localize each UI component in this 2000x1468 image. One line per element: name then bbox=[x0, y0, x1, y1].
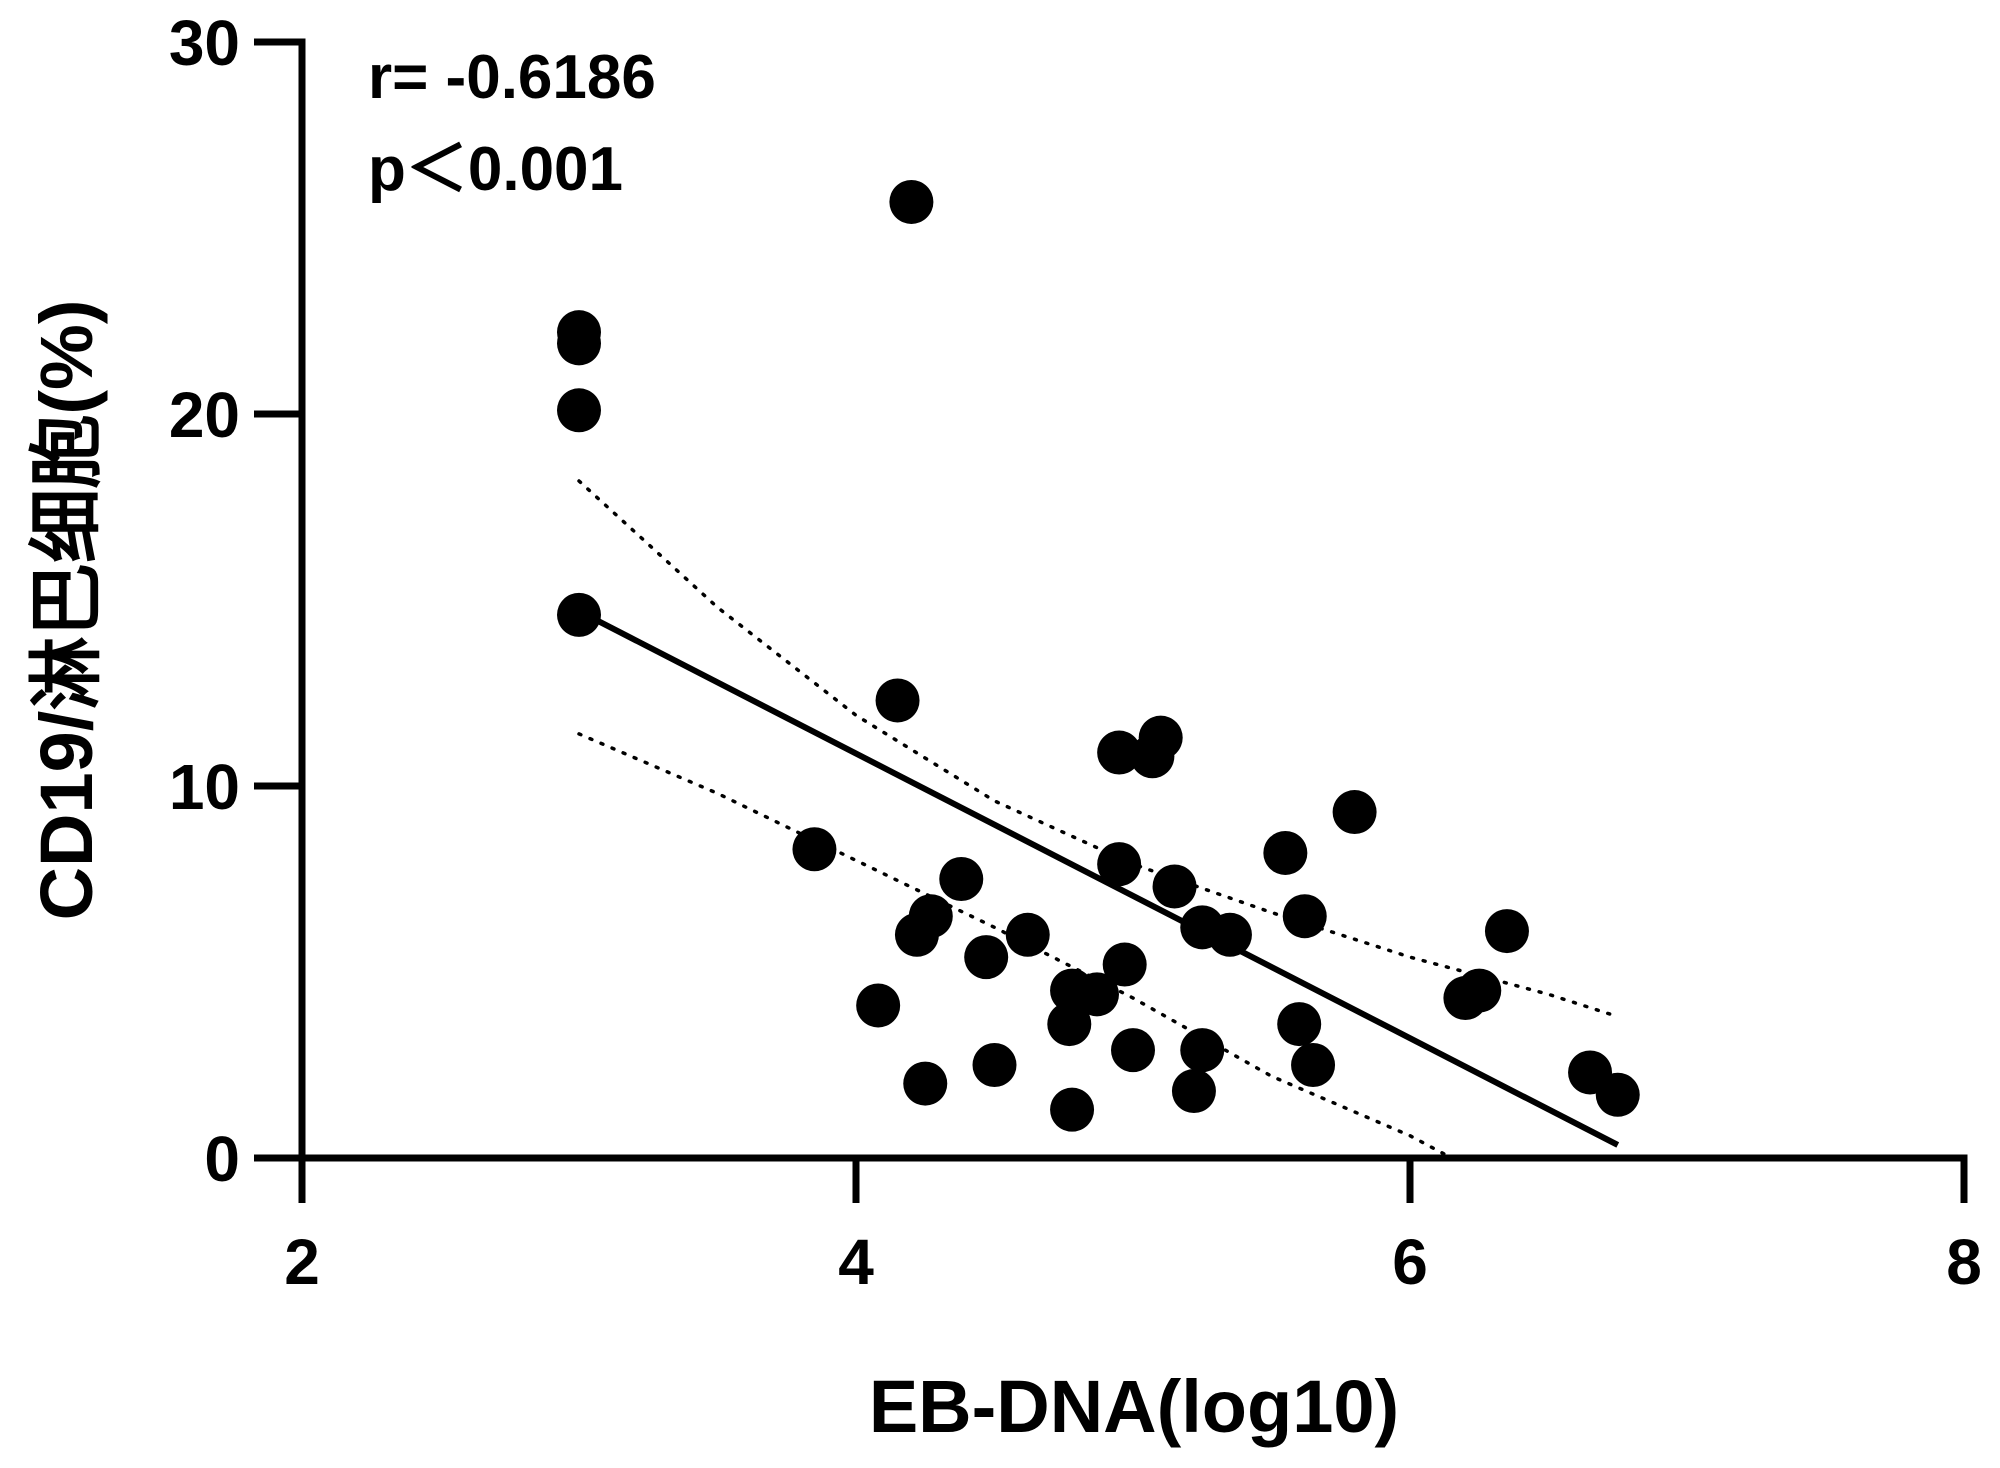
data-point bbox=[557, 592, 601, 637]
data-point bbox=[894, 912, 939, 957]
x-tick-label: 8 bbox=[1946, 1226, 1982, 1298]
regression-layer bbox=[577, 608, 1620, 1148]
x-tick-label: 2 bbox=[284, 1226, 320, 1298]
data-point bbox=[1291, 1043, 1336, 1087]
data-point bbox=[1050, 1087, 1095, 1132]
ticks-layer: 2 4 6 8 0 10 20 30 bbox=[169, 7, 1982, 1298]
data-point bbox=[1332, 790, 1377, 835]
data-point bbox=[1207, 912, 1252, 957]
data-point bbox=[557, 321, 601, 366]
data-point bbox=[972, 1043, 1017, 1087]
p-value: p＜0.001 bbox=[368, 135, 623, 204]
ci-lower-curve bbox=[577, 732, 1454, 1160]
data-point bbox=[1171, 1069, 1216, 1114]
data-point bbox=[1005, 912, 1050, 957]
data-point bbox=[1180, 1028, 1225, 1073]
correlation-coefficient: r= -0.6186 bbox=[368, 43, 656, 112]
data-point bbox=[1097, 730, 1142, 775]
data-point bbox=[1102, 942, 1147, 987]
data-point bbox=[875, 678, 920, 723]
data-point bbox=[1130, 734, 1175, 779]
axes-layer bbox=[298, 38, 1968, 1162]
data-point bbox=[1282, 894, 1327, 939]
data-point bbox=[1595, 1072, 1640, 1117]
x-tick-label: 6 bbox=[1392, 1226, 1428, 1298]
data-point bbox=[1443, 976, 1488, 1021]
data-point bbox=[903, 1061, 948, 1106]
confidence-band-layer bbox=[577, 479, 1620, 1160]
data-point bbox=[1263, 830, 1308, 875]
data-point bbox=[939, 857, 984, 901]
y-tick-label: 30 bbox=[169, 7, 240, 79]
y-tick-label: 20 bbox=[169, 379, 240, 451]
regression-line bbox=[577, 608, 1620, 1148]
data-points-layer bbox=[557, 179, 1640, 1132]
data-point bbox=[1277, 1002, 1322, 1047]
x-tick-label: 4 bbox=[838, 1226, 874, 1298]
data-point bbox=[889, 179, 934, 224]
data-point bbox=[1097, 842, 1142, 887]
data-point bbox=[557, 388, 601, 433]
x-axis-title: EB-DNA(log10) bbox=[869, 1365, 1399, 1448]
data-point bbox=[1047, 1002, 1092, 1047]
data-point bbox=[964, 935, 1009, 980]
data-point bbox=[1484, 909, 1529, 954]
data-point bbox=[792, 827, 837, 872]
y-tick-label: 0 bbox=[204, 1123, 240, 1195]
data-point bbox=[1111, 1028, 1155, 1073]
y-tick-label: 10 bbox=[169, 751, 240, 823]
data-point bbox=[1074, 972, 1119, 1017]
data-point bbox=[856, 983, 901, 1028]
y-axis-title: CD19/淋巴细胞(%) bbox=[25, 300, 108, 921]
data-point bbox=[1152, 864, 1197, 909]
